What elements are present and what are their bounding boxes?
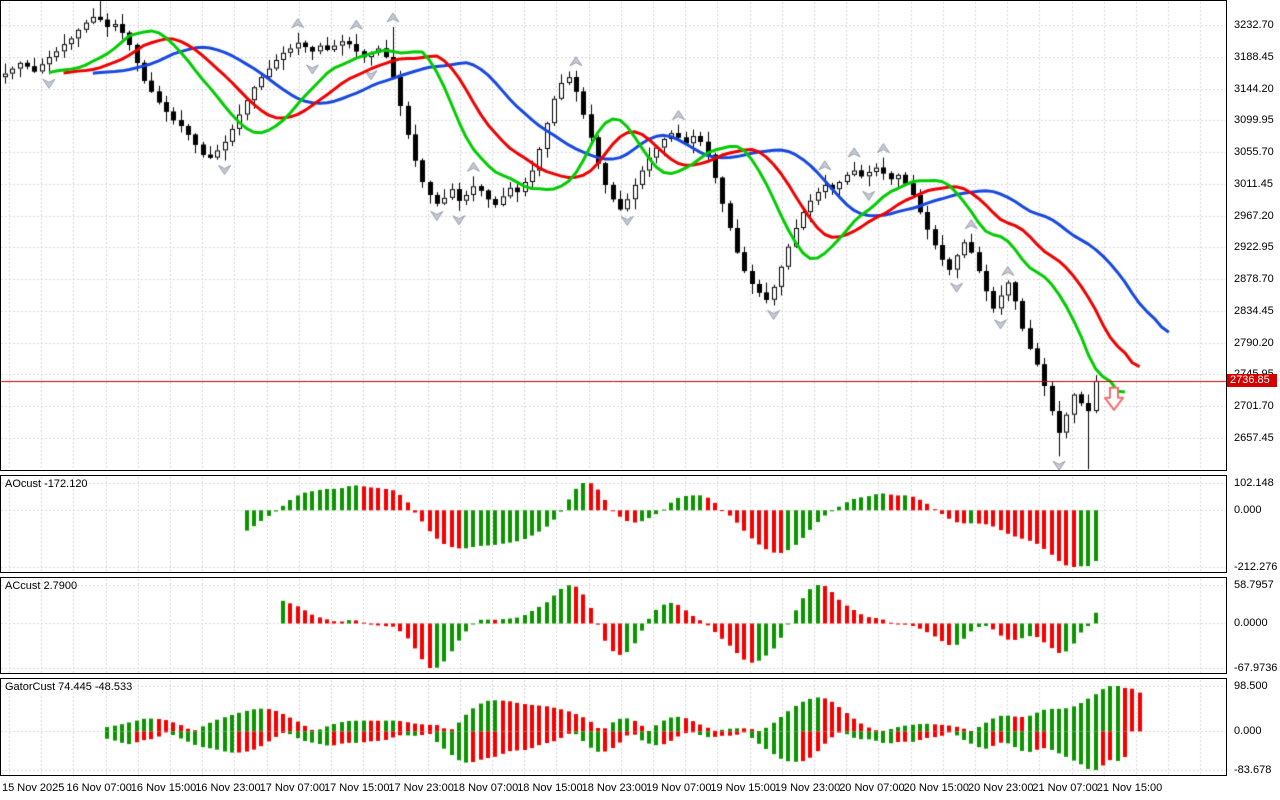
time-axis-label: 16 Nov 15:00	[130, 782, 197, 794]
price-tick-label: 2790.20	[1234, 336, 1274, 349]
time-axis-label: 18 Nov 15:00	[517, 782, 583, 794]
time-axis-label: 20 Nov 15:00	[903, 782, 970, 794]
gator-tick-label: -83.678	[1234, 764, 1272, 776]
price-axis[interactable]: 3232.70 3188.45 3144.20 3099.95 3055.70 3011.…	[1227, 0, 1280, 777]
price-tick-label: 2701.70	[1234, 400, 1274, 413]
price-tick-label: 3055.70	[1234, 146, 1274, 159]
ao-tick-label: -212.276	[1234, 561, 1278, 573]
price-tick-label: 3232.70	[1234, 19, 1274, 31]
gator-tick-label: 98.500	[1234, 680, 1268, 692]
time-axis-label: 19 Nov 07:00	[646, 782, 712, 794]
time-axis-label: 17 Nov 07:00	[259, 782, 326, 794]
price-tick-label: 3188.45	[1234, 50, 1274, 63]
ao-tick-label: 0.000	[1234, 504, 1262, 517]
time-axis-label: 20 Nov 23:00	[968, 782, 1034, 794]
ac-tick-label: 58.7957	[1234, 579, 1274, 591]
price-tick-label: 2834.45	[1234, 304, 1274, 317]
time-axis-label: 16 Nov 07:00	[66, 782, 132, 794]
time-axis-label: 17 Nov 15:00	[324, 782, 390, 794]
time-axis-label: 19 Nov 15:00	[710, 782, 776, 794]
price-tick-label: 2922.95	[1234, 241, 1274, 254]
time-axis-label: 16 Nov 23:00	[195, 782, 261, 794]
ac-tick-label: -67.9736	[1234, 662, 1278, 674]
price-tick-label: 2967.20	[1234, 209, 1274, 222]
time-axis-label: 18 Nov 23:00	[581, 782, 648, 794]
time-axis[interactable]: 15 Nov 2025 16 Nov 07:00 16 Nov 15:00 16 No…	[0, 777, 1280, 800]
time-axis-label: 15 Nov 2025	[2, 782, 65, 794]
time-axis-label: 17 Nov 23:00	[388, 782, 454, 794]
price-tick-label: 3144.20	[1234, 82, 1274, 95]
price-tick-label: 2657.45	[1234, 432, 1274, 445]
current-price-badge: 2736.85	[1227, 374, 1277, 388]
time-axis-label: 21 Nov 15:00	[1096, 782, 1163, 794]
time-axis-label: 19 Nov 23:00	[774, 782, 841, 794]
time-axis-label: 20 Nov 07:00	[839, 782, 905, 794]
price-tick-label: 2878.70	[1234, 273, 1274, 286]
ac-tick-label: 0.0000	[1234, 617, 1268, 630]
time-axis-label: 21 Nov 07:00	[1032, 782, 1098, 794]
price-tick-label: 3099.95	[1234, 114, 1274, 127]
ao-tick-label: 102.148	[1234, 477, 1274, 489]
price-tick-label: 3011.45	[1234, 177, 1273, 190]
time-axis-label: 18 Nov 07:00	[452, 782, 519, 794]
gator-tick-label: 0.000	[1234, 725, 1262, 738]
